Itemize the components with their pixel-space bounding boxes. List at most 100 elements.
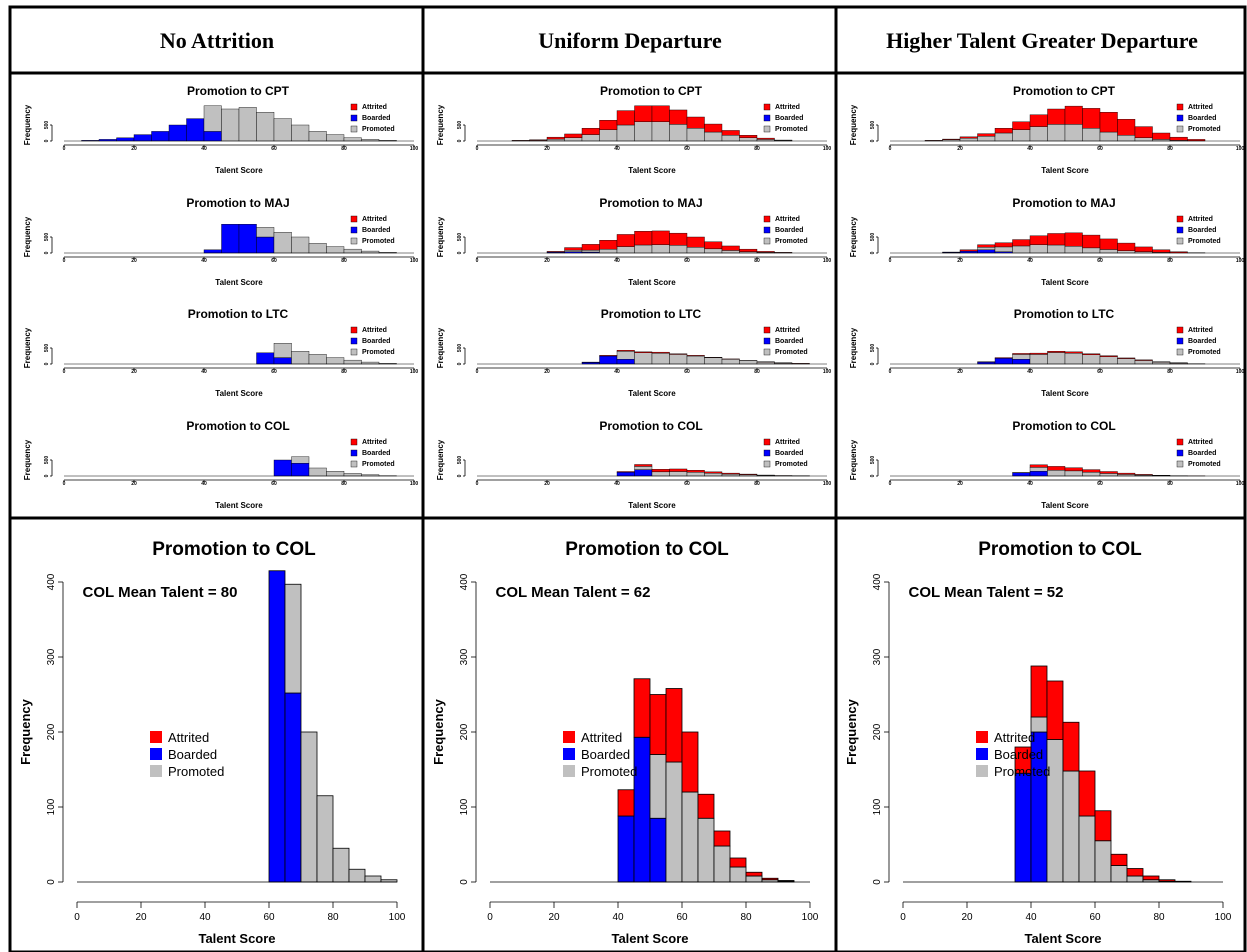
bar-attrited-50 — [1064, 467, 1083, 472]
bar-attrited-50 — [1064, 351, 1083, 354]
bar-promoted-70 — [1126, 875, 1144, 883]
bar-attrited-20 — [546, 251, 565, 253]
bar-attrited-50 — [651, 469, 670, 473]
chart-14-promotion-to-col-large: Promotion to COL COL Mean Talent = 62 0 20 4… — [431, 539, 819, 946]
x-axis-label: Talent Score — [628, 389, 676, 398]
chart-title: Promotion to LTC — [1014, 307, 1115, 321]
x-tick-label-100: 100 — [1236, 369, 1245, 375]
y-tick-label-500: 500 — [870, 233, 876, 242]
y-tick-label-500: 500 — [457, 233, 463, 242]
y-tick-label-0: 0 — [870, 362, 876, 365]
legend-swatch-boarded — [350, 449, 358, 457]
x-tick-label-60: 60 — [676, 912, 688, 923]
legend-label-attrited: Attrited — [1188, 104, 1213, 111]
bar-attrited-60 — [686, 355, 705, 357]
bar-attrited-50 — [1064, 232, 1083, 247]
legend-swatch-promoted — [150, 765, 162, 777]
bar-promoted-65 — [704, 472, 723, 477]
panel-frame — [8, 5, 1247, 952]
bar-promoted-60 — [1099, 356, 1118, 365]
bar-promoted-60 — [273, 231, 292, 254]
bar-promoted-65 — [704, 131, 723, 142]
x-tick-label-100: 100 — [410, 481, 419, 487]
x-axis-label: Talent Score — [215, 166, 263, 175]
y-tick-label-500: 500 — [870, 121, 876, 130]
x-tick-label-60: 60 — [1097, 146, 1103, 152]
y-tick-label-0: 0 — [457, 474, 463, 477]
bar-promoted-65 — [704, 248, 723, 254]
y-tick-label-0: 0 — [870, 474, 876, 477]
bar-boarded-55 — [256, 236, 275, 254]
x-tick-label-40: 40 — [614, 258, 620, 264]
x-tick-label-20: 20 — [544, 369, 550, 375]
bar-promoted-45 — [634, 466, 653, 470]
legend-label-boarded: Boarded — [775, 115, 803, 122]
x-tick-label-60: 60 — [1097, 258, 1103, 264]
x-tick-label-40: 40 — [612, 912, 624, 923]
x-tick-label-40: 40 — [199, 912, 211, 923]
x-tick-label-0: 0 — [476, 481, 479, 487]
y-tick-label-500: 500 — [44, 344, 50, 353]
x-axis: 0 20 40 60 80 100 — [74, 901, 406, 923]
legend-label-boarded: Boarded — [1188, 115, 1216, 122]
bar-boarded-55 — [256, 352, 275, 365]
bar-promoted-65 — [291, 351, 310, 365]
legend-swatch-attrited — [1176, 215, 1184, 223]
x-tick-label-40: 40 — [201, 481, 207, 487]
y-axis: 0 500 — [44, 121, 53, 142]
x-tick-label-60: 60 — [271, 146, 277, 152]
bar-attrited-30 — [581, 127, 600, 135]
bar-promoted-80 — [745, 875, 763, 883]
bar-attrited-35 — [599, 355, 618, 357]
y-tick-label-0: 0 — [44, 251, 50, 254]
charts-layer: Promotion to CPT 0 20 40 60 80 100 Talent Score… — [18, 84, 1244, 946]
bar-promoted-35 — [1012, 245, 1031, 254]
x-tick-label-100: 100 — [389, 912, 406, 923]
legend-label-promoted: Promoted — [775, 349, 808, 356]
bar-attrited-55 — [1082, 108, 1101, 129]
bar-promoted-50 — [1064, 246, 1083, 254]
y-axis: 0 100 200 300 400 — [459, 573, 477, 885]
bar-attrited-40 — [1029, 352, 1048, 355]
legend-label-boarded: Boarded — [362, 227, 390, 234]
legend-swatch-boarded — [1176, 337, 1184, 345]
x-axis-label: Talent Score — [215, 501, 263, 510]
bar-promoted-60 — [273, 343, 292, 358]
x-tick-label-20: 20 — [135, 912, 147, 923]
x-tick-label-20: 20 — [544, 258, 550, 264]
bar-promoted-85 — [361, 361, 380, 365]
x-tick-label-80: 80 — [754, 146, 760, 152]
bar-attrited-45 — [633, 678, 651, 738]
x-tick-label-80: 80 — [1167, 258, 1173, 264]
bar-boarded-65 — [284, 692, 302, 883]
y-axis: 0 500 — [44, 456, 53, 477]
x-tick-label-80: 80 — [740, 912, 752, 923]
bar-attrited-40 — [616, 471, 635, 473]
legend-label-attrited: Attrited — [362, 439, 387, 446]
bar-promoted-80 — [756, 361, 775, 365]
y-axis: 0 500 — [457, 456, 466, 477]
x-tick-label-80: 80 — [754, 369, 760, 375]
bar-attrited-75 — [739, 135, 758, 139]
bar-attrited-60 — [1099, 355, 1118, 357]
legend-label-attrited: Attrited — [775, 439, 800, 446]
bar-attrited-65 — [704, 241, 723, 250]
x-tick-label-0: 0 — [74, 912, 80, 923]
bar-promoted-65 — [1117, 250, 1136, 254]
y-tick-label-500: 500 — [870, 456, 876, 465]
bar-attrited-30 — [994, 242, 1013, 248]
legend-label-boarded: Boarded — [362, 450, 390, 457]
x-axis-label: Talent Score — [628, 166, 676, 175]
bar-promoted-45 — [1047, 352, 1066, 365]
legend-swatch-attrited — [1176, 326, 1184, 334]
bar-attrited-55 — [669, 468, 688, 472]
bar-attrited-40 — [1030, 665, 1048, 718]
bar-promoted-25 — [977, 135, 996, 142]
legend-label-boarded: Boarded — [1188, 338, 1216, 345]
legend-swatch-promoted — [350, 125, 358, 133]
bar-promoted-65 — [291, 236, 310, 254]
x-axis: 0 20 40 60 80 100 — [476, 367, 831, 375]
bar-promoted-55 — [669, 245, 688, 254]
legend-label-boarded: Boarded — [1188, 450, 1216, 457]
